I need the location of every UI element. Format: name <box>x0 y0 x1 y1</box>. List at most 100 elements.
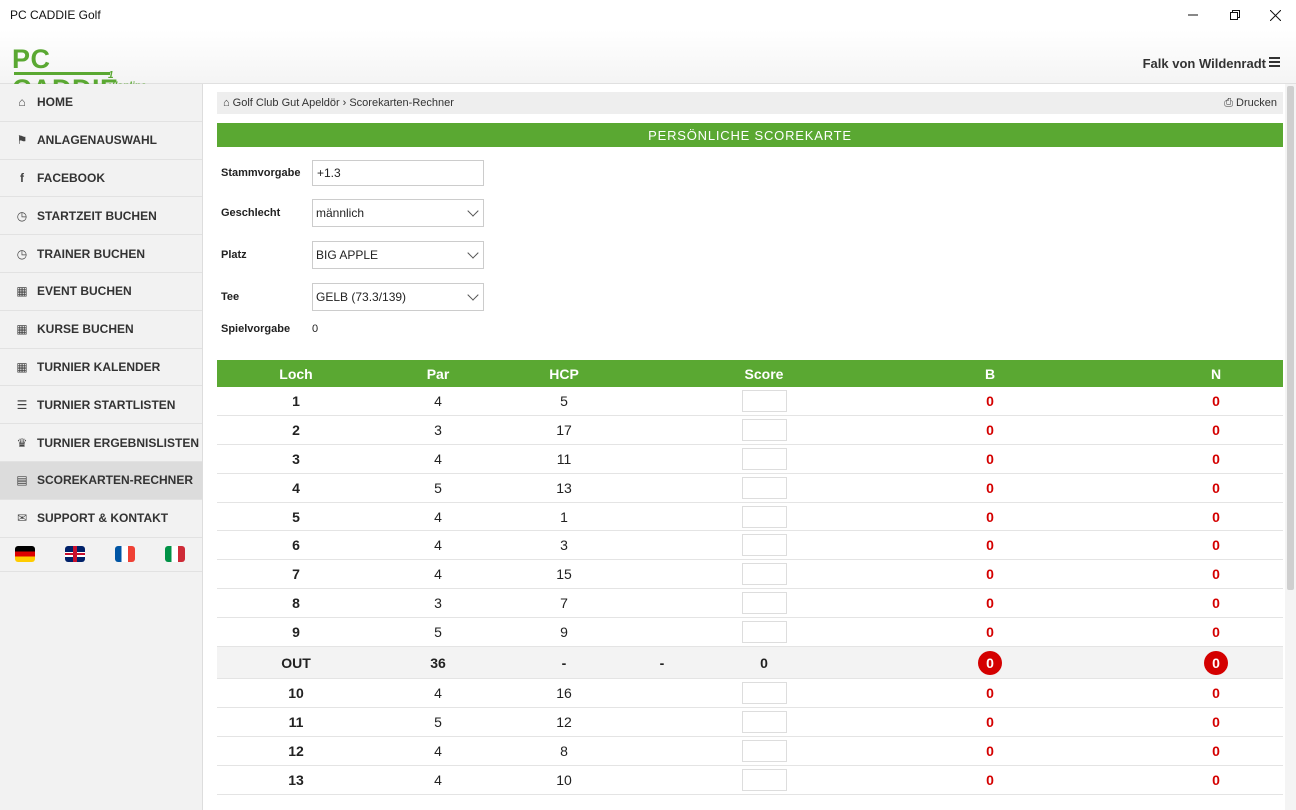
cell-par: 4 <box>434 537 442 554</box>
clock-icon: ◷ <box>16 208 28 223</box>
cell-n: 0 <box>1212 537 1220 554</box>
window-titlebar: PC CADDIE Golf <box>0 0 1296 30</box>
cell-n: 0 <box>1212 771 1220 788</box>
cell-par: 4 <box>434 742 442 759</box>
sidebar-item-turnier-startlisten[interactable]: ☰ TURNIER STARTLISTEN <box>0 386 202 425</box>
sidebar-item-scorekarten-rechner[interactable]: ▤ SCOREKARTEN-RECHNER <box>0 461 202 500</box>
close-button[interactable] <box>1252 0 1296 30</box>
flag-germany-icon[interactable] <box>15 546 35 563</box>
minimize-button[interactable] <box>1170 0 1216 30</box>
score-input[interactable] <box>741 563 787 586</box>
sidebar-item-label: SCOREKARTEN-RECHNER <box>37 473 194 488</box>
page-scrollbar[interactable] <box>1285 84 1296 810</box>
restore-button[interactable] <box>1212 0 1258 30</box>
cell-loch: 13 <box>288 771 304 788</box>
envelope-icon: ✉ <box>16 511 28 526</box>
cell-score <box>697 739 831 762</box>
sidebar-item-turnier-kalender[interactable]: ▦ TURNIER KALENDER <box>0 349 202 387</box>
cell-n: 0 <box>1212 421 1220 438</box>
flag-uk-icon[interactable] <box>65 546 85 563</box>
header-score: Score <box>744 365 784 382</box>
table-row: 3 4 11 0 0 <box>217 445 1283 474</box>
cell-hcp: 15 <box>556 566 572 583</box>
out-label: OUT <box>281 654 311 671</box>
calendar-icon: ▦ <box>16 284 28 299</box>
score-input[interactable] <box>741 739 787 762</box>
score-input[interactable] <box>741 681 787 704</box>
cell-b: 0 <box>986 624 994 641</box>
cell-loch: 10 <box>288 684 304 701</box>
cell-hcp: 11 <box>556 450 572 467</box>
geschlecht-select[interactable]: männlich <box>312 199 484 227</box>
cell-hcp: 13 <box>556 479 572 496</box>
sidebar-item-facebook[interactable]: f FACEBOOK <box>0 160 202 198</box>
logo-underline <box>14 72 110 75</box>
print-label: Drucken <box>1236 97 1277 109</box>
score-input[interactable] <box>741 710 787 733</box>
facebook-icon: f <box>20 170 24 185</box>
out-dash: - <box>659 654 665 671</box>
sidebar-item-turnier-ergebnislisten[interactable]: ♛ TURNIER ERGEBNISLISTEN <box>0 424 202 462</box>
cell-b: 0 <box>986 421 994 438</box>
sidebar-item-home[interactable]: ⌂ HOME <box>0 84 202 122</box>
sidebar-item-label: TURNIER STARTLISTEN <box>37 397 176 412</box>
table-row: 13 4 10 0 0 <box>217 766 1283 795</box>
out-n-badge: 0 <box>1204 650 1228 675</box>
scrollbar-thumb[interactable] <box>1287 86 1294 590</box>
flag-france-icon[interactable] <box>115 546 135 563</box>
cell-n: 0 <box>1212 742 1220 759</box>
pc-caddie-logo[interactable]: PC CADDIE 1 ://online <box>12 44 152 104</box>
cell-score <box>697 592 831 615</box>
cell-score <box>697 418 831 441</box>
sidebar-item-label: KURSE BUCHEN <box>37 322 134 337</box>
sidebar-item-label: TURNIER KALENDER <box>37 359 161 374</box>
sidebar-item-label: FACEBOOK <box>37 170 106 185</box>
cell-par: 4 <box>434 684 442 701</box>
sidebar-item-support-kontakt[interactable]: ✉ SUPPORT & KONTAKT <box>0 500 202 538</box>
cell-n: 0 <box>1212 566 1220 583</box>
tee-label: Tee <box>221 291 240 303</box>
hamburger-menu-icon[interactable] <box>1269 57 1280 67</box>
cell-par: 4 <box>434 392 442 409</box>
sidebar-item-startzeit-buchen[interactable]: ◷ STARTZEIT BUCHEN <box>0 197 202 236</box>
score-input[interactable] <box>741 534 787 557</box>
sidebar-item-event-buchen[interactable]: ▦ EVENT BUCHEN <box>0 273 202 311</box>
score-input[interactable] <box>741 621 787 644</box>
sidebar-item-trainer-buchen[interactable]: ◷ TRAINER BUCHEN <box>0 235 202 273</box>
cell-n: 0 <box>1212 479 1220 496</box>
sidebar-item-anlagenauswahl[interactable]: ⚑ ANLAGENAUSWAHL <box>0 122 202 160</box>
score-input[interactable] <box>741 768 787 791</box>
table-icon: ▤ <box>16 473 28 488</box>
cell-hcp: 5 <box>560 392 568 409</box>
breadcrumb-club[interactable]: Golf Club Gut Apeldör <box>232 97 340 109</box>
platz-select[interactable]: BIG APPLE <box>312 241 484 269</box>
tee-select[interactable]: GELB (73.3/139) <box>312 283 484 311</box>
score-input[interactable] <box>741 476 787 499</box>
header-par: Par <box>426 365 450 382</box>
score-input[interactable] <box>741 592 787 615</box>
cell-par: 4 <box>434 450 442 467</box>
stammvorgabe-input[interactable]: +1.3 <box>312 160 484 186</box>
sidebar-item-kurse-buchen[interactable]: ▦ KURSE BUCHEN <box>0 311 202 349</box>
score-input[interactable] <box>741 418 787 441</box>
cell-par: 3 <box>434 595 442 612</box>
cell-b: 0 <box>986 392 994 409</box>
sidebar-item-label: ANLAGENAUSWAHL <box>37 133 157 148</box>
flag-italy-icon[interactable] <box>165 546 185 563</box>
cell-n: 0 <box>1212 595 1220 612</box>
table-row: 12 4 8 0 0 <box>217 737 1283 766</box>
cell-hcp: 1 <box>560 508 568 525</box>
score-input[interactable] <box>741 505 787 528</box>
user-name[interactable]: Falk von Wildenradt <box>1142 56 1266 71</box>
home-icon[interactable]: ⌂ <box>223 97 230 109</box>
restore-icon <box>1230 10 1240 20</box>
score-input[interactable] <box>741 389 787 412</box>
print-button[interactable]: ⎙ Drucken <box>1224 97 1277 110</box>
score-input[interactable] <box>741 447 787 470</box>
table-row: 6 4 3 0 0 <box>217 531 1283 561</box>
cell-loch: 5 <box>292 508 300 525</box>
out-b-cell: 0 <box>831 650 1149 675</box>
cell-score <box>697 476 831 499</box>
table-header: Loch Par HCP Score B N <box>217 360 1283 387</box>
chevron-down-icon <box>467 247 479 259</box>
